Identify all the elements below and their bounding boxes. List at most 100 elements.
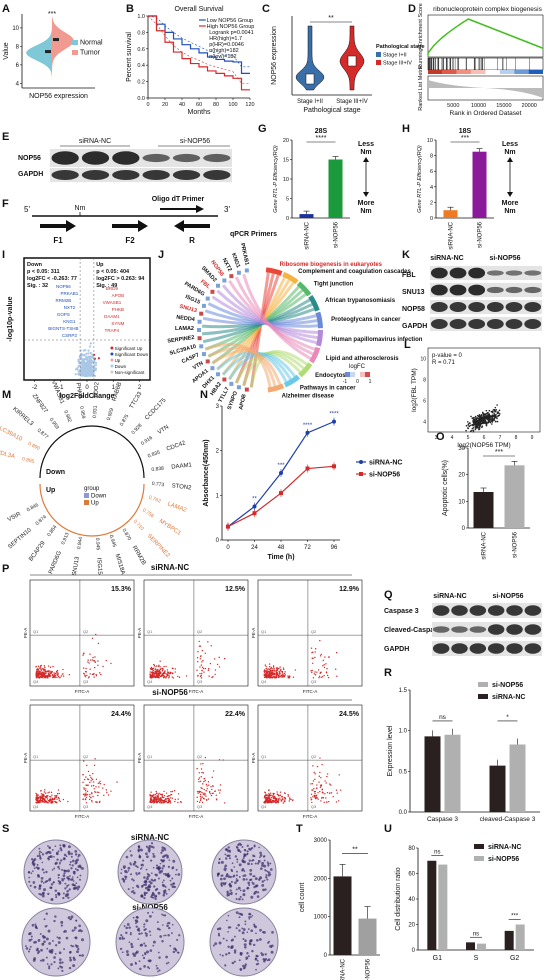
colony (155, 964, 158, 967)
colony (235, 898, 238, 901)
volcano-point (77, 373, 80, 376)
flow-event (201, 649, 204, 652)
colony (47, 929, 51, 933)
colony (223, 877, 226, 881)
flow-event (316, 787, 318, 789)
flow-event (312, 780, 315, 782)
flow-event (37, 675, 39, 677)
volcano-point (89, 358, 93, 362)
flow-event (205, 783, 208, 786)
flow-event (177, 801, 179, 804)
flow-event (313, 796, 316, 798)
flow-event (154, 793, 157, 796)
row-label: GAPDH (18, 171, 43, 178)
series-point (305, 430, 310, 435)
colony (256, 959, 259, 962)
flow-event (314, 797, 317, 800)
blot-band (81, 151, 110, 165)
flow-event (277, 799, 280, 801)
flow-event (160, 672, 162, 674)
flow-event (199, 795, 202, 798)
flow-event (292, 676, 295, 678)
colony (65, 936, 69, 940)
gene-label: DAAM1 (104, 314, 120, 319)
colony (230, 880, 233, 883)
scatter-point (471, 417, 474, 420)
flow-event (311, 669, 313, 672)
volcano-point (82, 358, 85, 362)
chart-title: ribonucleoprotein complex biogenesis (433, 6, 543, 13)
violin (295, 25, 325, 91)
flow-event (316, 671, 318, 673)
primer-label: F2 (125, 236, 135, 245)
colony (35, 866, 38, 869)
scatter-point (491, 411, 494, 414)
significance: ** (328, 15, 334, 22)
scatter-point (483, 415, 485, 417)
colony (57, 865, 60, 869)
colony (126, 953, 130, 957)
quadrant-label: Q1 (33, 629, 39, 634)
correlation-value: 0.895 (21, 456, 35, 465)
colony (135, 872, 138, 875)
colony (238, 897, 241, 901)
colony (38, 853, 41, 855)
colony (255, 957, 257, 960)
colony (248, 912, 252, 916)
flow-event (50, 791, 53, 794)
flow-event (320, 676, 322, 678)
correlation-value: 0.928 (130, 423, 143, 436)
flow-event (198, 801, 201, 803)
colony (246, 844, 249, 847)
gene-label: RAB6B (112, 382, 124, 403)
flow-event (158, 664, 160, 667)
flow-event (178, 676, 181, 678)
colony (69, 956, 72, 959)
colony (178, 934, 181, 937)
colony (152, 854, 156, 858)
bar (299, 214, 314, 218)
x-tick-label: 15000 (496, 103, 511, 109)
blot-band (487, 643, 505, 654)
colony (28, 948, 31, 951)
colony (152, 866, 155, 869)
flow-event (216, 663, 219, 666)
y-tick-label: 0.4 (137, 63, 145, 69)
legend-swatch (376, 60, 381, 65)
flow-event (44, 799, 46, 801)
colony (30, 935, 33, 938)
colony (146, 932, 148, 935)
x-tick-label: 0 (226, 545, 230, 551)
scatter-point (471, 429, 473, 432)
flow-event (223, 802, 226, 804)
colony (37, 874, 40, 877)
flow-event (315, 797, 318, 799)
flow-event (268, 799, 270, 802)
gene-label: VWASB1 (103, 300, 122, 305)
flow-event (35, 792, 37, 795)
flow-event (278, 667, 280, 670)
colony (54, 845, 57, 848)
colony (237, 886, 241, 890)
flow-event (263, 795, 266, 798)
flow-event (38, 670, 41, 672)
flow-event (212, 785, 214, 787)
gene-label: BRD9 (106, 286, 119, 291)
flow-frame (257, 704, 363, 812)
blot-band (203, 170, 231, 180)
colony (59, 958, 62, 961)
colony (220, 874, 223, 877)
x-tick-label: 10000 (471, 103, 486, 109)
flow-event (323, 801, 325, 804)
blot-band (432, 643, 450, 654)
flow-event (310, 799, 312, 801)
bar (504, 930, 514, 950)
flow-event (198, 640, 200, 643)
colony (158, 928, 161, 931)
flow-event (47, 665, 50, 667)
colony (148, 884, 151, 887)
colony (63, 930, 65, 933)
colony (250, 916, 252, 918)
row-label: SNU13 (402, 289, 425, 296)
colony (223, 882, 226, 886)
